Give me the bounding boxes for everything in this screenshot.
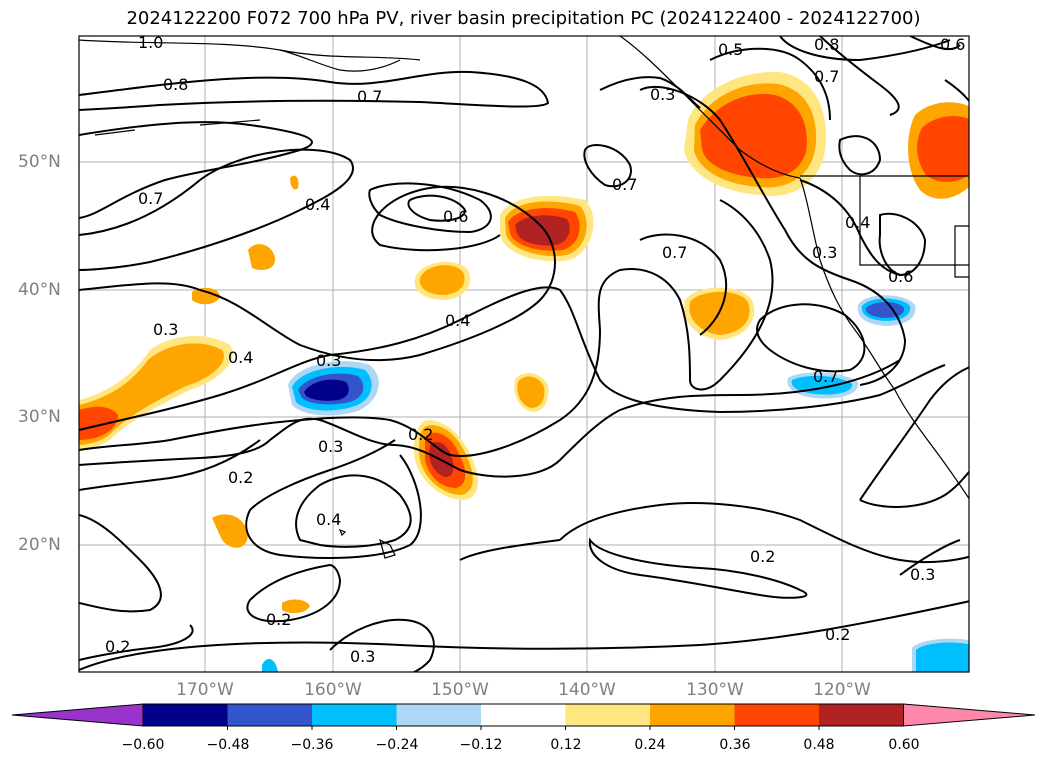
lon-label-120w: 120°W [813, 680, 871, 700]
contour-label: 0.3 [318, 437, 343, 456]
colorbar-tick: −0.12 [459, 737, 503, 753]
contour-label: 0.2 [408, 425, 433, 444]
colorbar-extend-low [11, 703, 144, 727]
contour-label: 0.3 [350, 647, 375, 666]
lon-label-160w: 160°W [304, 680, 362, 700]
lon-label-140w: 140°W [558, 680, 616, 700]
contour-label: 0.7 [813, 367, 838, 386]
contour-label: 0.7 [662, 243, 687, 262]
contour-label: 0.4 [316, 510, 341, 529]
lon-label-150w: 150°W [431, 680, 489, 700]
colorbar-segment [734, 704, 819, 726]
coastlines [79, 36, 969, 559]
colorbar-tick: −0.24 [375, 737, 419, 753]
colorbar-segment [143, 704, 228, 726]
contour-label: 0.6 [940, 35, 965, 54]
colorbar-extend-high [903, 703, 1036, 727]
contour-label: 0.2 [105, 637, 130, 656]
colorbar-segment [481, 704, 566, 726]
colorbar-segment [650, 704, 735, 726]
contour-label: 0.7 [357, 87, 382, 106]
contour-label: 0.3 [650, 85, 675, 104]
colorbar-tick: −0.48 [206, 737, 250, 753]
contour-label: 0.4 [445, 311, 470, 330]
colorbar-tick: 0.60 [888, 737, 920, 753]
colorbar-tick: −0.60 [121, 737, 165, 753]
lon-label-170w: 170°W [176, 680, 234, 700]
lat-label-30n: 30°N [18, 407, 61, 427]
contour-label: 0.4 [228, 348, 253, 367]
contour-label: 0.6 [443, 207, 468, 226]
contour-label: 0.2 [228, 468, 253, 487]
precip-shading [79, 71, 969, 672]
colorbar-segment [565, 704, 650, 726]
contour-label: 0.3 [910, 565, 935, 584]
contour-label: 0.3 [812, 243, 837, 262]
contour-label: 1.0 [138, 33, 163, 52]
colorbar-segment [227, 704, 312, 726]
map-frame [78, 35, 970, 673]
contour-label: 0.3 [316, 351, 341, 370]
contour-label: 0.7 [814, 67, 839, 86]
contour-labels: 1.0 0.8 0.7 0.5 0.3 0.8 0.7 0.6 0.7 0.4 … [105, 33, 965, 666]
colorbar-tick: 0.48 [803, 737, 835, 753]
colorbar-segment [819, 704, 904, 726]
lat-label-50n: 50°N [18, 152, 61, 172]
contour-label: 0.3 [153, 320, 178, 339]
contour-label: 0.2 [266, 610, 291, 629]
contour-label: 0.5 [718, 40, 743, 59]
colorbar-tick: 0.36 [719, 737, 751, 753]
contour-label: 0.4 [845, 213, 870, 232]
pv-contours [79, 36, 969, 672]
colorbar-tick: −0.36 [290, 737, 334, 753]
lat-label-40n: 40°N [18, 280, 61, 300]
contour-label: 0.7 [138, 189, 163, 208]
contour-label: 0.4 [305, 195, 330, 214]
colorbar-segment [396, 704, 481, 726]
contour-label: 0.2 [750, 547, 775, 566]
contour-label: 0.8 [163, 75, 188, 94]
contour-label: 0.2 [825, 625, 850, 644]
colorbar-frame [142, 703, 904, 727]
colorbar-tick: 0.12 [550, 737, 582, 753]
contour-label: 0.6 [888, 267, 913, 286]
colorbar-tick: 0.24 [634, 737, 666, 753]
contour-label: 0.7 [612, 175, 637, 194]
contour-label: 0.8 [814, 35, 839, 54]
map-title: 2024122200 F072 700 hPa PV, river basin … [126, 8, 921, 29]
lon-label-130w: 130°W [686, 680, 744, 700]
lat-label-20n: 20°N [18, 535, 61, 555]
colorbar-segment [312, 704, 397, 726]
